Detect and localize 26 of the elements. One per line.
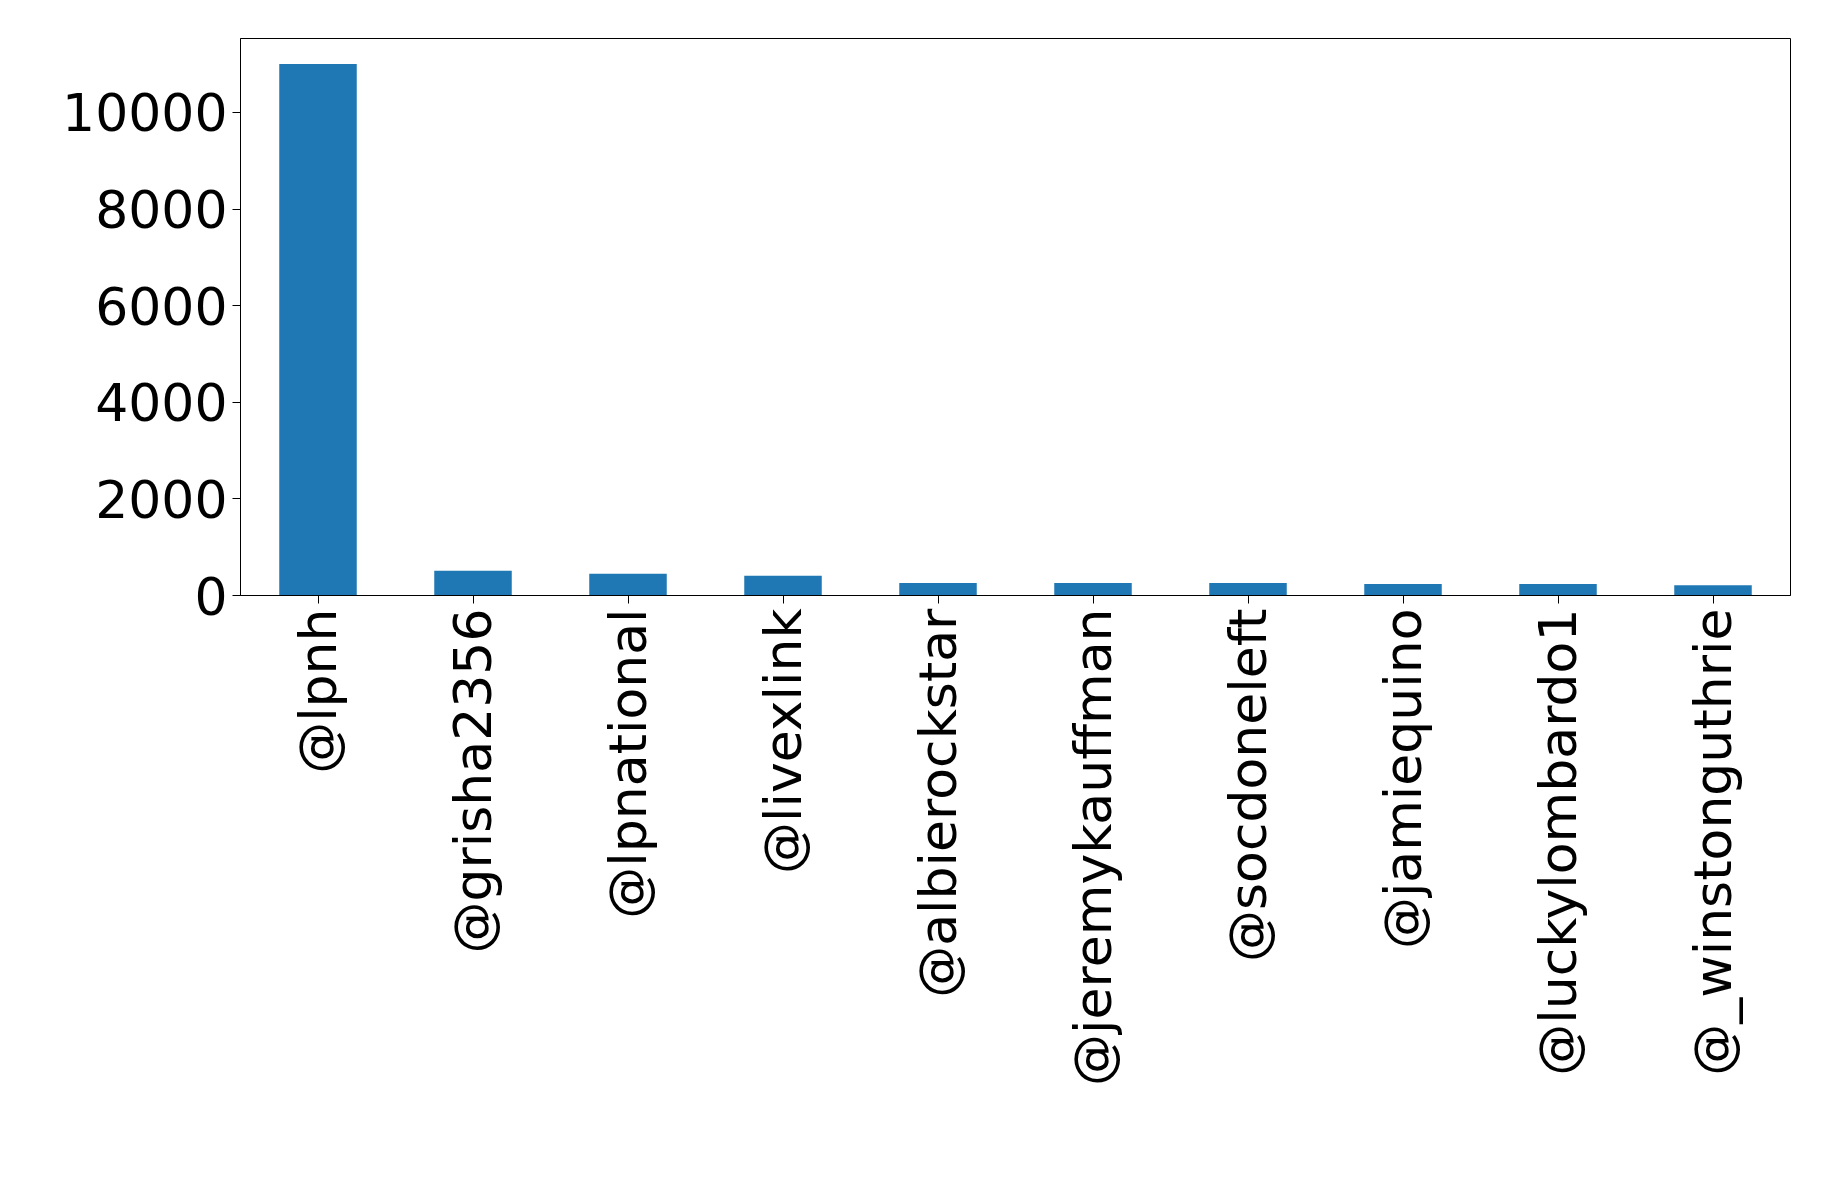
y-tick-label: 4000	[95, 373, 228, 434]
bar	[279, 64, 357, 596]
bar	[1364, 583, 1442, 596]
y-tick-label: 10000	[62, 83, 228, 144]
bar	[1209, 582, 1287, 596]
bar	[899, 582, 977, 596]
bar	[434, 570, 512, 596]
bar	[1674, 585, 1752, 596]
x-tick-label: @socdoneleft	[1218, 608, 1278, 962]
bar	[589, 573, 667, 596]
bar	[1054, 582, 1132, 596]
x-tick-label: @luckylombardo1	[1528, 608, 1588, 1076]
x-tick-label: @lpnh	[288, 608, 348, 774]
y-tick-label: 6000	[95, 276, 228, 337]
y-tick-label: 0	[194, 566, 228, 627]
x-tick-label: @lpnational	[598, 608, 658, 919]
y-tick-label: 2000	[95, 469, 228, 530]
bar	[1519, 583, 1597, 596]
x-tick-label: @albierockstar	[908, 607, 968, 998]
bar	[744, 575, 822, 596]
x-tick-label: @jamiequino	[1373, 608, 1433, 950]
x-tick-label: @livexlink	[753, 608, 813, 874]
y-tick-label: 8000	[95, 180, 228, 241]
x-tick-label: @grisha2356	[443, 608, 503, 954]
x-tick-label: @_winstonguthrie	[1683, 608, 1743, 1076]
x-tick-label: @jeremykauffman	[1063, 608, 1123, 1086]
